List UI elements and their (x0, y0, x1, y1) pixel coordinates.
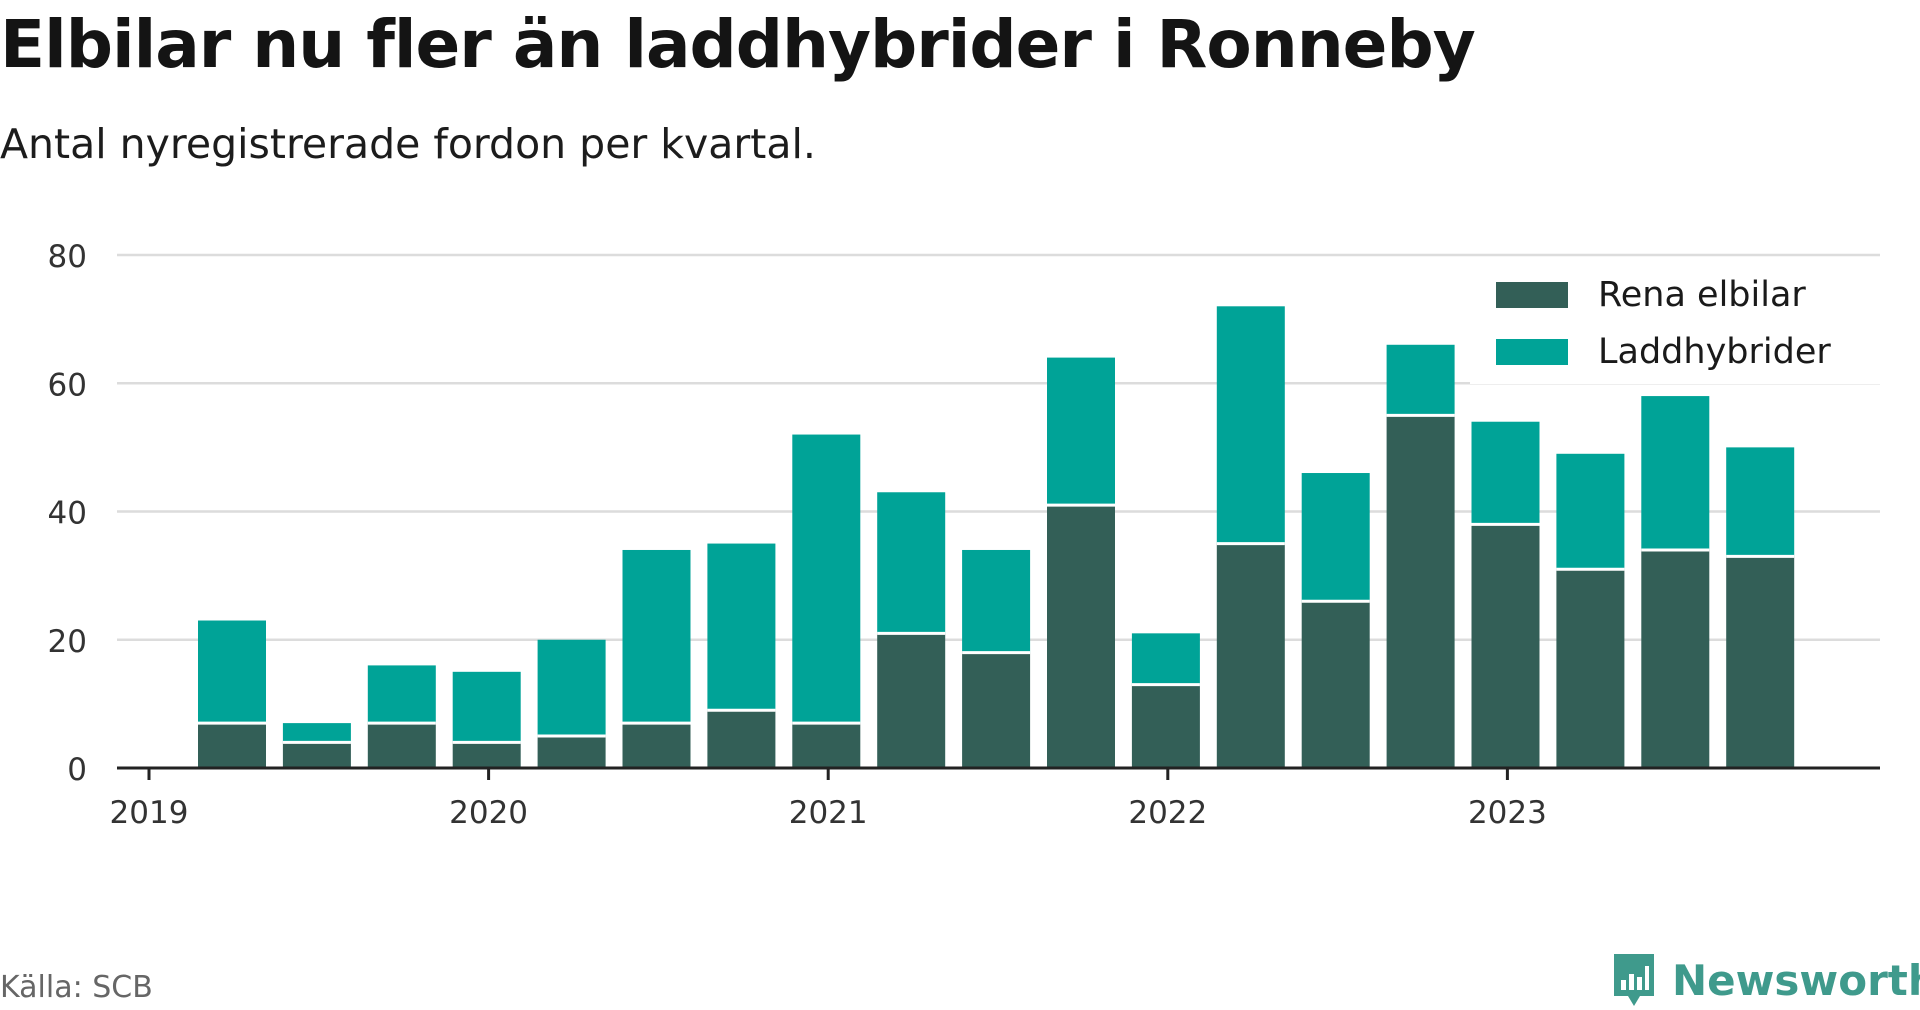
brand-logo[interactable]: Newsworthy (1610, 950, 1920, 1010)
legend-swatch-laddhybrider (1496, 339, 1568, 365)
bar-rena-elbilar (1216, 543, 1285, 768)
bar-laddhybrider (877, 492, 946, 634)
bar-rena-elbilar (1301, 601, 1370, 768)
source-note: Källa: SCB (0, 970, 153, 1005)
bar-laddhybrider (707, 543, 776, 711)
bar-rena-elbilar (1726, 556, 1795, 768)
bar-laddhybrider (622, 549, 691, 724)
bar-laddhybrider (198, 620, 266, 724)
bar-rena-elbilar (1386, 415, 1455, 768)
bar-laddhybrider (537, 639, 606, 736)
bar-laddhybrider (1047, 357, 1115, 506)
brand-name: Newsworthy (1672, 955, 1920, 1005)
bar-laddhybrider (1216, 306, 1285, 544)
y-tick-label: 60 (48, 367, 87, 403)
x-tick-label: 2023 (1468, 795, 1547, 831)
x-axis: 2019 2020 2021 2022 2023 (110, 766, 1880, 831)
x-tick-label: 2020 (449, 795, 528, 831)
bar-laddhybrider (282, 723, 351, 743)
bar-laddhybrider (367, 665, 436, 724)
bar-laddhybrider (1301, 473, 1370, 602)
bar-rena-elbilar (1641, 549, 1710, 768)
y-tick-label: 40 (48, 496, 87, 532)
bar-laddhybrider (1726, 447, 1795, 557)
chart-subtitle: Antal nyregistrerade fordon per kvartal. (0, 120, 816, 168)
legend-swatch-rena-elbilar (1496, 282, 1568, 308)
chart-title: Elbilar nu fler än laddhybrider i Ronneb… (0, 6, 1476, 83)
bar-rena-elbilar (707, 710, 776, 768)
bars (198, 306, 1795, 768)
bar-rena-elbilar (537, 735, 606, 768)
bar-rena-elbilar (198, 723, 266, 768)
bar-laddhybrider (1386, 344, 1455, 416)
bar-laddhybrider (1131, 633, 1200, 685)
bar-rena-elbilar (962, 652, 1031, 768)
bar-rena-elbilar (877, 633, 946, 768)
bar-laddhybrider (792, 434, 861, 724)
bar-rena-elbilar (1131, 684, 1200, 768)
bar-laddhybrider (1641, 396, 1710, 550)
legend-label-laddhybrider: Laddhybrider (1598, 332, 1831, 372)
x-tick-label: 2019 (110, 795, 189, 831)
bar-rena-elbilar (452, 742, 521, 768)
x-tick-label: 2022 (1128, 795, 1207, 831)
y-tick-label: 80 (48, 239, 87, 275)
bar-rena-elbilar (282, 742, 351, 768)
y-tick-label: 20 (48, 624, 87, 660)
legend: Rena elbilar Laddhybrider (1470, 262, 1890, 384)
bar-rena-elbilar (1047, 505, 1115, 768)
x-tick-label: 2021 (789, 795, 868, 831)
bar-laddhybrider (452, 671, 521, 743)
y-axis-ticks: 0 20 40 60 80 (48, 239, 87, 788)
newsworthy-logo-icon (1614, 954, 1654, 1006)
bar-laddhybrider (1471, 421, 1540, 525)
bar-laddhybrider (962, 549, 1031, 653)
y-tick-label: 0 (67, 752, 87, 788)
bar-rena-elbilar (1471, 524, 1540, 768)
bar-rena-elbilar (367, 723, 436, 768)
bar-rena-elbilar (1556, 569, 1625, 768)
bar-rena-elbilar (792, 723, 861, 768)
bar-laddhybrider (1556, 453, 1625, 570)
legend-label-rena-elbilar: Rena elbilar (1598, 275, 1806, 315)
bar-rena-elbilar (622, 723, 691, 768)
